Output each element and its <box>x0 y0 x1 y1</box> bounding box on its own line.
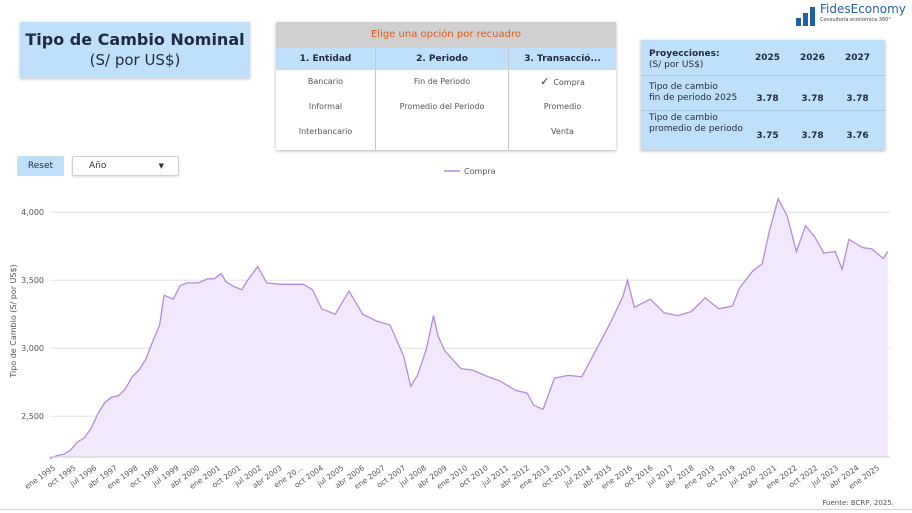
projections-row-label: Tipo de cambio promedio de periodo <box>641 111 745 150</box>
y-tick-label: 3,000 <box>21 344 44 353</box>
filter-option-fin-de-periodo[interactable]: Fin de Periodo <box>413 77 471 86</box>
page-subtitle: (S/ por US$) <box>89 51 181 69</box>
legend-label-compra: Compra <box>464 167 496 176</box>
series-area-compra <box>50 198 888 459</box>
filter-column-transaccion: 3. Transacció... ✓ Compra Promedio Venta <box>509 48 616 150</box>
projection-value: 3.78 <box>756 94 779 104</box>
row-label-line: fin de periodo 2025 <box>649 93 738 103</box>
projection-value: 3.78 <box>846 94 869 104</box>
page-title: Tipo de Cambio Nominal <box>25 30 245 49</box>
filter-column-periodo: 2. Periodo Fin de Periodo Promedio del P… <box>376 48 509 150</box>
filter-option-compra[interactable]: ✓ Compra <box>509 70 616 95</box>
brand-name: FidesEconomy <box>820 2 906 16</box>
selector-header: Elige una opción por recuadro <box>276 22 616 48</box>
source-note: Fuente: BCRP, 2025. <box>822 499 894 507</box>
projections-unit: (S/ por US$) <box>649 60 704 70</box>
projections-table: Proyecciones: (S/ por US$) 2025 2026 202… <box>641 40 885 150</box>
projections-row-fin-periodo: Tipo de cambio fin de periodo 2025 3.78 … <box>641 76 885 111</box>
series-line-compra <box>49 196 889 460</box>
projection-year: 2027 <box>844 53 871 63</box>
filter-option-promedio[interactable]: Promedio <box>543 102 582 111</box>
caret-down-icon: ▼ <box>158 162 164 170</box>
filter-column-entidad: 1. Entidad Bancario Informal Interbancar… <box>276 48 376 150</box>
brand-logo: FidesEconomy Consultoría económica 360° <box>796 2 910 26</box>
filter-column-title: 1. Entidad <box>276 48 375 70</box>
title-card: Tipo de Cambio Nominal (S/ por US$) <box>20 22 250 78</box>
filter-selector-panel: Elige una opción por recuadro 1. Entidad… <box>276 22 616 150</box>
row-label-line: promedio de periodo <box>649 124 743 134</box>
projections-header-row: Proyecciones: (S/ por US$) 2025 2026 202… <box>641 40 885 76</box>
filter-option-venta[interactable]: Venta <box>551 127 574 136</box>
exchange-rate-chart: 2,500 3,000 3,500 4,000 Tipo de Cambio (S/ p… <box>0 160 912 513</box>
projection-value: 3.78 <box>801 94 824 104</box>
filter-option-label: Compra <box>553 78 585 87</box>
row-label-line: Tipo de cambio <box>649 113 718 123</box>
bar-chart-logo-icon <box>796 7 816 26</box>
row-label-line: Tipo de cambio <box>649 82 718 92</box>
filter-option-informal[interactable]: Informal <box>308 102 343 111</box>
y-axis-title: Tipo de Cambio (S/ por US$) <box>9 264 18 378</box>
y-tick-label: 4,000 <box>21 208 44 217</box>
projection-value: 3.78 <box>801 131 824 141</box>
y-tick-label: 3,500 <box>21 276 44 285</box>
projection-value: 3.75 <box>756 131 779 141</box>
projections-title: Proyecciones: <box>649 49 720 59</box>
projection-value: 3.76 <box>846 131 869 141</box>
filter-option-interbancario[interactable]: Interbancario <box>298 127 353 136</box>
projection-year: 2025 <box>754 53 781 63</box>
filter-column-title: 3. Transacció... <box>509 48 616 70</box>
checkmark-icon: ✓ <box>540 75 550 88</box>
y-tick-label: 2,500 <box>21 412 44 421</box>
filter-option-promedio-del-periodo[interactable]: Promedio del Periodo <box>399 102 485 111</box>
projections-row-label: Tipo de cambio fin de periodo 2025 <box>641 76 745 110</box>
projections-header-label: Proyecciones: (S/ por US$) <box>641 40 745 75</box>
year-dropdown-value: Año <box>89 161 107 171</box>
filter-column-title: 2. Periodo <box>376 48 508 70</box>
exchange-rate-chart-svg: 2,500 3,000 3,500 4,000 Tipo de Cambio (S/ p… <box>9 167 890 491</box>
year-dropdown[interactable]: Año ▼ <box>72 156 179 176</box>
projection-year: 2026 <box>799 53 826 63</box>
projections-row-promedio: Tipo de cambio promedio de periodo 3.75 … <box>641 111 885 150</box>
brand-tagline: Consultoría económica 360° <box>820 17 891 23</box>
filter-option-bancario[interactable]: Bancario <box>307 77 344 86</box>
reset-button[interactable]: Reset <box>17 156 64 176</box>
bottom-divider <box>0 509 912 510</box>
